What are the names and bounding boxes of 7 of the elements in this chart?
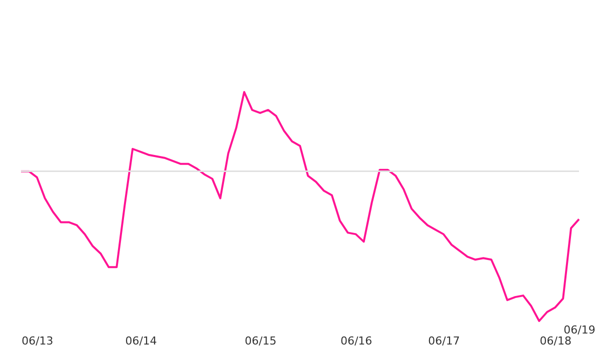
x-tick-label: 06/18	[540, 334, 572, 348]
x-tick-label: 06/16	[340, 334, 372, 348]
x-tick-label: 06/17	[428, 334, 460, 348]
x-tick-label: 06/13	[22, 334, 54, 348]
x-tick-label: 06/15	[244, 334, 276, 348]
x-tick-label: 06/19	[564, 324, 596, 336]
x-tick-label: 06/14	[125, 334, 157, 348]
